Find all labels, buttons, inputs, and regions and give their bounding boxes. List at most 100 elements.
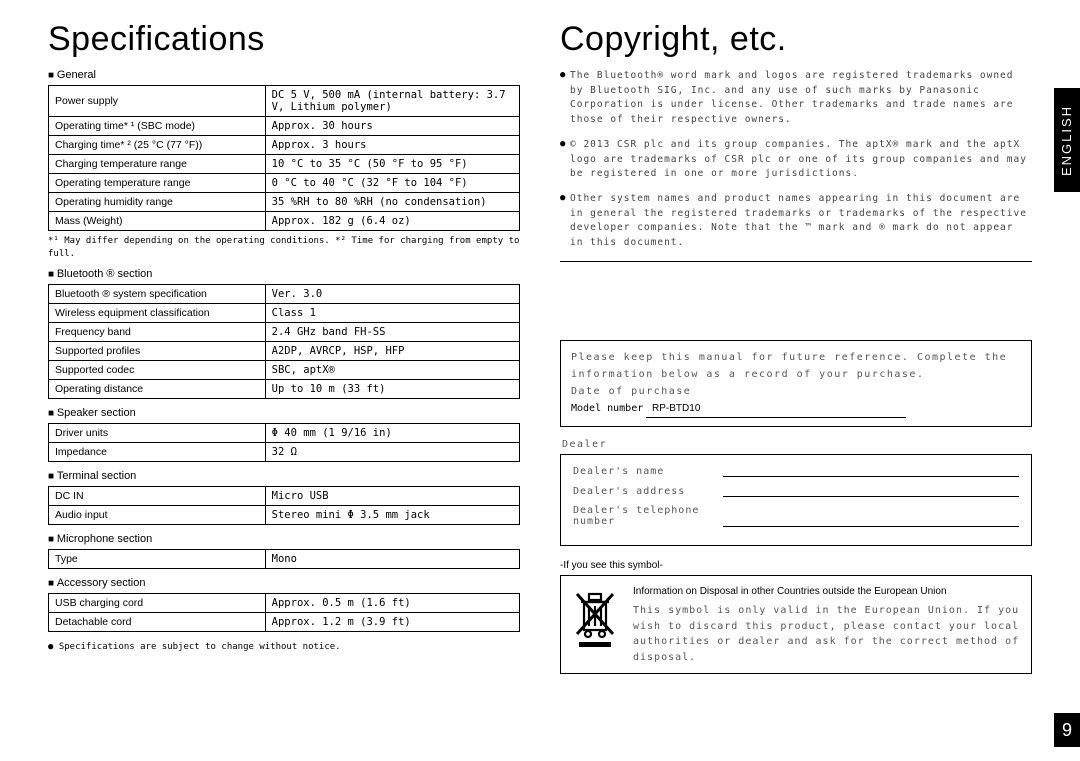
spec-value: SBC, aptX®	[265, 361, 519, 380]
spec-value: 0 °C to 40 °C (32 °F to 104 °F)	[265, 174, 519, 193]
spec-label: Detachable cord	[49, 613, 266, 632]
spec-label: Power supply	[49, 86, 266, 117]
table-row: Driver unitsΦ 40 mm (1 9/16 in)	[49, 424, 520, 443]
language-tab-label: ENGLISH	[1060, 104, 1075, 175]
table-row: Frequency band2.4 GHz band FH-SS	[49, 323, 520, 342]
purchase-record-box: Please keep this manual for future refer…	[560, 340, 1032, 427]
table-row: Bluetooth ® system specificationVer. 3.0	[49, 285, 520, 304]
section-head: Microphone section	[48, 533, 520, 545]
divider	[560, 261, 1032, 262]
spec-table: Power supplyDC 5 V, 500 mA (internal bat…	[48, 85, 520, 231]
model-number-line: Model number RP-BTD10	[571, 400, 1021, 418]
table-row: Impedance32 Ω	[49, 443, 520, 462]
dealer-row-line	[723, 485, 1019, 497]
language-tab: ENGLISH	[1054, 88, 1080, 192]
section-head: Accessory section	[48, 577, 520, 589]
table-row: TypeMono	[49, 550, 520, 569]
table-row: Power supplyDC 5 V, 500 mA (internal bat…	[49, 86, 520, 117]
spec-table: Bluetooth ® system specificationVer. 3.0…	[48, 284, 520, 399]
model-number-value: RP-BTD10	[646, 400, 906, 418]
spec-table: TypeMono	[48, 549, 520, 569]
copyright-title: Copyright, etc.	[560, 20, 1032, 59]
dealer-row-label: Dealer's telephone number	[573, 505, 723, 527]
spec-label: Operating humidity range	[49, 193, 266, 212]
spec-value: Approx. 182 g (6.4 oz)	[265, 212, 519, 231]
spec-label: Operating distance	[49, 380, 266, 399]
spec-label: Frequency band	[49, 323, 266, 342]
purchase-record-line2: Date of purchase	[571, 383, 1021, 400]
spec-table: Driver unitsΦ 40 mm (1 9/16 in)Impedance…	[48, 423, 520, 462]
spec-label: Charging temperature range	[49, 155, 266, 174]
dealer-row-label: Dealer's address	[573, 486, 723, 497]
table-row: Mass (Weight)Approx. 182 g (6.4 oz)	[49, 212, 520, 231]
spec-value: Micro USB	[265, 487, 519, 506]
spec-label: Supported codec	[49, 361, 266, 380]
spec-value: Approx. 1.2 m (3.9 ft)	[265, 613, 519, 632]
disposal-heading: Information on Disposal in other Countri…	[633, 584, 1021, 600]
dealer-row: Dealer's address	[573, 485, 1019, 497]
spec-table: DC INMicro USBAudio inputStereo mini Φ 3…	[48, 486, 520, 525]
spec-value: Approx. 0.5 m (1.6 ft)	[265, 594, 519, 613]
spec-value: Stereo mini Φ 3.5 mm jack	[265, 506, 519, 525]
spec-value: 32 Ω	[265, 443, 519, 462]
dealer-box: Dealer's name Dealer's address Dealer's te…	[560, 454, 1032, 546]
table-row: Charging temperature range10 °C to 35 °C…	[49, 155, 520, 174]
left-column: Specifications General Power supplyDC 5 V…	[48, 20, 520, 674]
table-row: USB charging cordApprox. 0.5 m (1.6 ft)	[49, 594, 520, 613]
spec-label: Operating time* ¹ (SBC mode)	[49, 117, 266, 136]
spec-label: Charging time* ² (25 °C (77 °F))	[49, 136, 266, 155]
spec-label: Impedance	[49, 443, 266, 462]
spec-value: Mono	[265, 550, 519, 569]
right-column: Copyright, etc. The Bluetooth® word mark…	[560, 20, 1032, 674]
section-head: General	[48, 69, 520, 81]
dealer-row-label: Dealer's name	[573, 466, 723, 477]
spec-value: 10 °C to 35 °C (50 °F to 95 °F)	[265, 155, 519, 174]
spec-label: Supported profiles	[49, 342, 266, 361]
spec-value: Approx. 30 hours	[265, 117, 519, 136]
dealer-row: Dealer's telephone number	[573, 505, 1019, 527]
table-row: Supported codecSBC, aptX®	[49, 361, 520, 380]
dealer-row: Dealer's name	[573, 465, 1019, 477]
weee-icon	[571, 584, 619, 651]
dealer-row-line	[723, 515, 1019, 527]
spec-label: Mass (Weight)	[49, 212, 266, 231]
section-head: Speaker section	[48, 407, 520, 419]
table-row: Audio inputStereo mini Φ 3.5 mm jack	[49, 506, 520, 525]
dealer-label: Dealer	[562, 439, 1032, 450]
spec-label: Bluetooth ® system specification	[49, 285, 266, 304]
copyright-bullet: Other system names and product names app…	[560, 192, 1032, 251]
table-row: DC INMicro USB	[49, 487, 520, 506]
table-footnote: *¹ May differ depending on the operating…	[48, 235, 520, 260]
spec-label: Wireless equipment classification	[49, 304, 266, 323]
table-row: Operating humidity range35 %RH to 80 %RH…	[49, 193, 520, 212]
spec-value: Class 1	[265, 304, 519, 323]
spec-value: Φ 40 mm (1 9/16 in)	[265, 424, 519, 443]
spec-label: Operating temperature range	[49, 174, 266, 193]
table-row: Operating distanceUp to 10 m (33 ft)	[49, 380, 520, 399]
spec-change-note: Specifications are subject to change wit…	[48, 642, 520, 652]
copyright-bullet: The Bluetooth® word mark and logos are r…	[560, 69, 1032, 128]
table-row: Wireless equipment classificationClass 1	[49, 304, 520, 323]
copyright-bullet: © 2013 CSR plc and its group companies. …	[560, 138, 1032, 182]
table-row: Detachable cordApprox. 1.2 m (3.9 ft)	[49, 613, 520, 632]
table-row: Charging time* ² (25 °C (77 °F))Approx. …	[49, 136, 520, 155]
spec-value: Approx. 3 hours	[265, 136, 519, 155]
purchase-record-line1: Please keep this manual for future refer…	[571, 349, 1021, 383]
spec-label: Type	[49, 550, 266, 569]
table-row: Operating temperature range0 °C to 40 °C…	[49, 174, 520, 193]
disposal-text: Information on Disposal in other Countri…	[633, 584, 1021, 666]
table-row: Operating time* ¹ (SBC mode)Approx. 30 h…	[49, 117, 520, 136]
page-number: 9	[1054, 713, 1080, 747]
spec-value: Up to 10 m (33 ft)	[265, 380, 519, 399]
section-head: Bluetooth ® section	[48, 268, 520, 280]
spec-table: USB charging cordApprox. 0.5 m (1.6 ft)D…	[48, 593, 520, 632]
dealer-row-line	[723, 465, 1019, 477]
table-row: Supported profilesA2DP, AVRCP, HSP, HFP	[49, 342, 520, 361]
spec-value: 2.4 GHz band FH-SS	[265, 323, 519, 342]
spec-label: USB charging cord	[49, 594, 266, 613]
spec-value: 35 %RH to 80 %RH (no condensation)	[265, 193, 519, 212]
spec-value: A2DP, AVRCP, HSP, HFP	[265, 342, 519, 361]
specifications-title: Specifications	[48, 20, 520, 59]
spec-label: Audio input	[49, 506, 266, 525]
spec-value: Ver. 3.0	[265, 285, 519, 304]
